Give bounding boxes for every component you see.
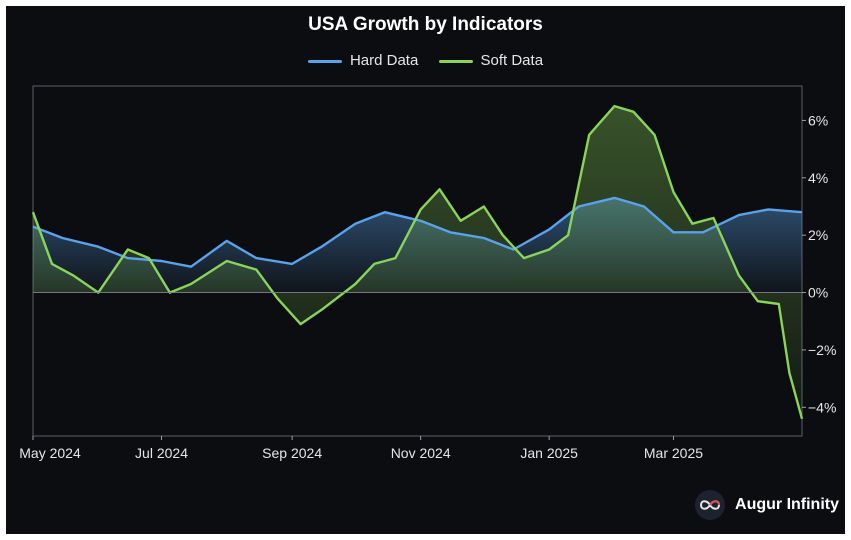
x-tick-label: Mar 2025: [644, 445, 703, 461]
brand-name: Augur Infinity: [735, 496, 839, 513]
x-tick-label: Jan 2025: [520, 445, 578, 461]
x-tick-label: Jul 2024: [135, 445, 188, 461]
series-line-hard-data: [32, 196, 803, 268]
y-tick-label: 2%: [808, 227, 828, 243]
legend-label-hard-data: Hard Data: [349, 52, 419, 69]
y-tick-label: 6%: [808, 112, 828, 128]
chart-legend: Hard Data Soft Data: [0, 52, 851, 69]
legend-label-soft-data: Soft Data: [480, 52, 544, 69]
x-tick-label: May 2024: [19, 445, 81, 461]
brand: Augur Infinity: [695, 490, 839, 520]
y-tick-label: −4%: [808, 399, 836, 415]
series-line-soft-data: [31, 104, 804, 420]
y-tick-label: 4%: [808, 170, 828, 186]
legend-item-soft-data: Soft Data: [438, 52, 544, 69]
legend-swatch-hard-data: [307, 59, 342, 63]
x-tick-label: Nov 2024: [391, 445, 451, 461]
legend-item-hard-data: Hard Data: [307, 52, 419, 69]
area-soft-data: [33, 106, 802, 419]
chart-title: USA Growth by Indicators: [308, 14, 543, 35]
x-tick-label: Sep 2024: [262, 445, 322, 461]
y-tick-label: 0%: [808, 285, 828, 301]
legend-swatch-soft-data: [438, 59, 473, 63]
infinity-icon: [695, 490, 726, 520]
y-tick-label: −2%: [808, 342, 836, 358]
